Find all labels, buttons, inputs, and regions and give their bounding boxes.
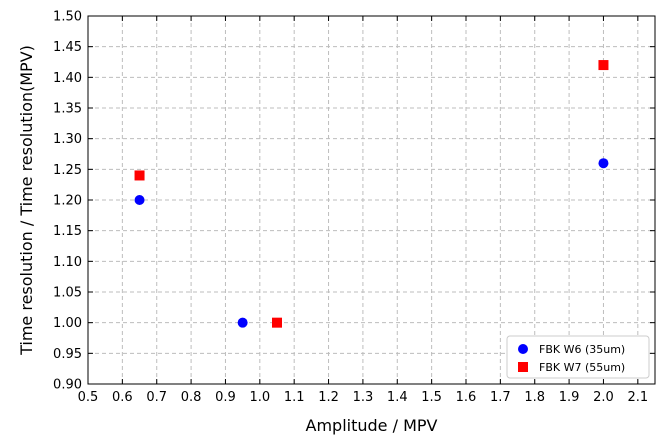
data-point-1 [134, 195, 145, 205]
y-tick-label: 0.95 [53, 347, 82, 362]
y-tick-label: 1.00 [53, 316, 82, 331]
x-tick-label: 2.1 [627, 390, 648, 405]
y-tick-label: 1.05 [53, 286, 82, 301]
y-tick-label: 1.40 [53, 71, 82, 86]
x-tick-label: 1.8 [524, 390, 545, 405]
x-tick-label: 0.6 [112, 390, 133, 405]
y-tick-label: 1.20 [53, 194, 82, 209]
y-tick-label: 1.10 [53, 255, 82, 270]
x-tick-label: 1.5 [421, 390, 442, 405]
legend-marker-1 [518, 344, 528, 354]
data-point-2 [598, 60, 609, 71]
x-tick-label: 1.0 [249, 390, 270, 405]
data-point-1 [598, 158, 609, 169]
x-tick-label: 1.3 [353, 390, 374, 405]
legend-box [506, 335, 650, 379]
x-tick-label: 1.4 [387, 390, 408, 405]
legend: FBK W6 (35um) FBK W7 (55um) [506, 335, 650, 379]
x-axis-title: Amplitude / MPV [306, 416, 438, 435]
plot-frame [87, 15, 656, 385]
data-point-1 [237, 317, 248, 328]
legend-marker-2 [518, 362, 528, 372]
y-tick-label: 1.15 [53, 224, 82, 239]
axis-ticks: 0.5 0.6 0.7 0.8 0.9 1.0 1.1 1.2 1.3 1.4 1.5 1.6 1.7 1… [53, 10, 655, 405]
data-points [134, 60, 609, 328]
data-point-2 [272, 317, 282, 328]
x-tick-label: 0.9 [215, 390, 236, 405]
y-tick-label: 1.25 [53, 163, 82, 178]
legend-label-2: FBK W7 (55um) [539, 361, 625, 374]
x-tick-label: 1.6 [456, 390, 477, 405]
x-tick-label: 0.8 [181, 390, 202, 405]
y-axis-title: Time resolution / Time resolution(MPV) [17, 45, 36, 356]
x-tick-label: 0.5 [78, 390, 99, 405]
legend-label-1: FBK W6 (35um) [539, 343, 625, 356]
data-point-2 [134, 170, 145, 181]
x-tick-label: 1.2 [318, 390, 339, 405]
y-tick-label: 1.45 [53, 40, 82, 55]
x-tick-label: 1.9 [559, 390, 580, 405]
y-tick-label: 1.50 [53, 10, 82, 25]
x-tick-label: 2.0 [593, 390, 614, 405]
x-tick-label: 1.7 [490, 390, 511, 405]
y-tick-label: 1.35 [53, 102, 82, 117]
y-tick-label: 0.90 [53, 378, 82, 393]
y-tick-label: 1.30 [53, 132, 82, 147]
x-tick-label: 0.7 [146, 390, 167, 405]
x-tick-label: 1.1 [284, 390, 305, 405]
grid-lines [87, 15, 655, 385]
